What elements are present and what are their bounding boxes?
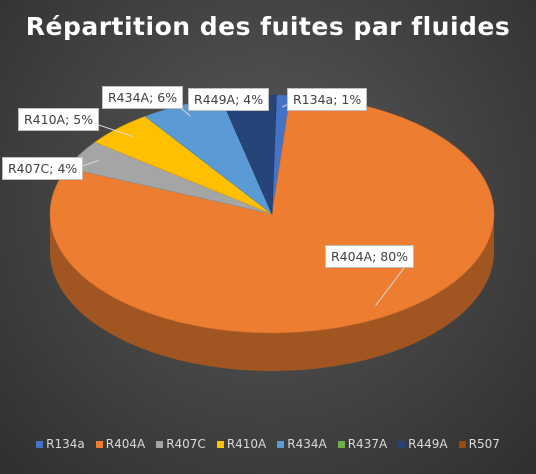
data-label-r410a: R410A; 5% — [18, 108, 100, 131]
data-label-r134a: R134a; 1% — [287, 88, 368, 111]
legend-item-r449a: R449A — [398, 437, 448, 451]
legend-swatch — [458, 440, 466, 448]
legend-label: R407C — [166, 437, 206, 451]
legend-swatch — [156, 440, 164, 448]
legend-swatch — [36, 440, 44, 448]
legend-item-r410a: R410A — [216, 437, 267, 451]
chart-title: Répartition des fuites par fluides — [25, 12, 511, 41]
legend-label: R134a — [46, 437, 85, 451]
data-label-r407c: R407C; 4% — [2, 157, 84, 180]
data-label-r404a: R404A; 80% — [325, 245, 415, 268]
legend-item-r407c: R407C — [156, 437, 206, 451]
legend-label: R434A — [287, 437, 327, 451]
legend-item-r434a: R434A — [277, 437, 327, 451]
pie-slice-r404a — [49, 95, 495, 334]
legend-item-r134a: R134a — [36, 437, 85, 451]
data-label-r434a: R434A; 6% — [102, 86, 184, 109]
legend-swatch — [216, 440, 224, 448]
legend-swatch — [337, 440, 345, 448]
legend-swatch — [398, 440, 406, 448]
legend-item-r404a: R404A — [95, 437, 146, 451]
legend-label: R410A — [226, 437, 267, 451]
legend-label: R507 — [468, 437, 500, 451]
legend-label: R437A — [347, 437, 388, 451]
legend-label: R449A — [408, 437, 448, 451]
legend-label: R404A — [105, 437, 146, 451]
legend-swatch — [277, 440, 285, 448]
legend: R134a R404A R407C R410A R434A R437A R449A R507 — [0, 437, 536, 451]
data-label-r449a: R449A; 4% — [188, 88, 270, 111]
legend-item-r507: R507 — [458, 437, 500, 451]
pie-slice-side-r404a — [50, 214, 494, 371]
legend-swatch — [95, 440, 103, 448]
legend-item-r437a: R437A — [337, 437, 388, 451]
